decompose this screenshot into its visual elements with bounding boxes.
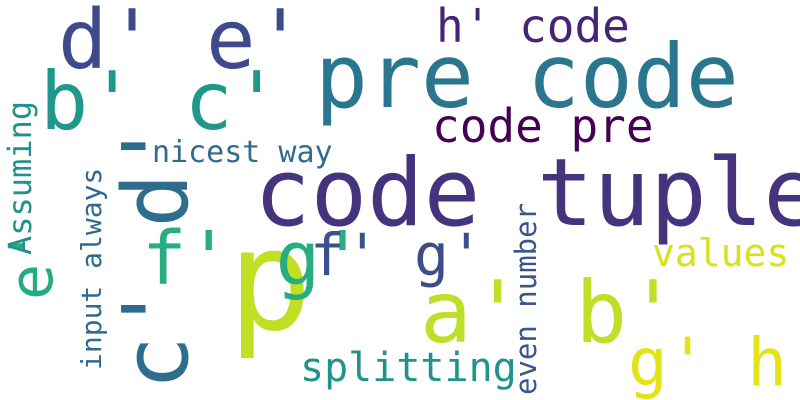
word-nicest-way: nicest way (152, 135, 333, 170)
word-even-number: even number (509, 202, 543, 395)
word-g-h: g' h' (628, 324, 800, 400)
word-pre-code: pre code (315, 25, 739, 128)
word-code-tuple: code tuple (254, 139, 800, 248)
word-input-always: input always (75, 167, 108, 370)
word-values: values (652, 231, 790, 275)
word-assuming: Assuming (1, 100, 39, 255)
word-b-c: b' c' (40, 55, 281, 148)
word-p: p (228, 200, 313, 363)
word-c-d: c' d' (104, 119, 209, 390)
word-f: f' (310, 221, 380, 289)
word-d-e: d' e' (58, 0, 305, 88)
word-splitting: splitting (300, 345, 517, 391)
word-h-code: h' code (436, 0, 630, 53)
word-f-g: f' g' (142, 216, 365, 302)
word-g: g' (414, 221, 484, 289)
word-a-b: a' b' (420, 263, 679, 363)
word-code-pre: code pre (432, 99, 654, 153)
